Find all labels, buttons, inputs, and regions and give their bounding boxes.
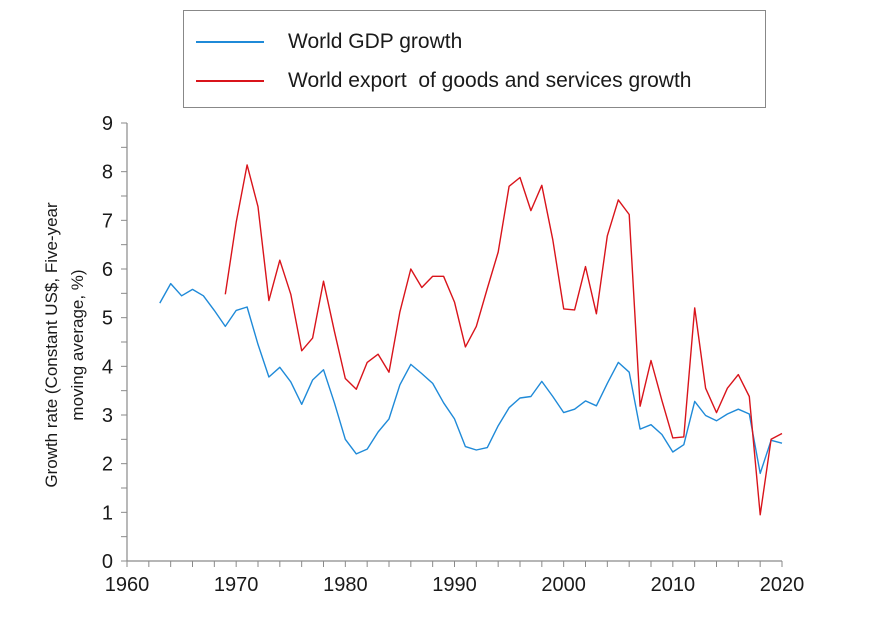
x-tick-label: 2010 bbox=[651, 574, 696, 596]
y-tick-label: 6 bbox=[102, 259, 113, 281]
legend-swatch-export bbox=[196, 80, 264, 82]
axes bbox=[126, 123, 782, 562]
y-tick-label: 4 bbox=[102, 356, 113, 378]
y-tick-label: 3 bbox=[102, 405, 113, 427]
export-growth-line bbox=[224, 164, 783, 516]
chart-legend: World GDP growth World export of goods a… bbox=[183, 10, 766, 108]
legend-swatch-gdp bbox=[196, 41, 264, 43]
y-tick-label: 5 bbox=[102, 308, 113, 330]
series-lines bbox=[159, 164, 783, 516]
y-axis-title-line-1: Growth rate (Constant US$, Five-year bbox=[42, 202, 61, 488]
x-tick-label: 1980 bbox=[323, 574, 368, 596]
y-tick-label: 9 bbox=[102, 113, 113, 135]
x-tick-label: 2000 bbox=[541, 574, 586, 596]
x-tick-label: 1960 bbox=[105, 574, 150, 596]
y-tick-label: 0 bbox=[102, 551, 113, 573]
legend-label-export: World export of goods and services growt… bbox=[288, 69, 692, 92]
y-tick-label: 8 bbox=[102, 162, 113, 184]
y-tick-label: 7 bbox=[102, 210, 113, 232]
ticks: 0 1 2 3 4 5 6 7 8 9 1960 1970 1980 1990 2000 2010 2020 bbox=[102, 113, 804, 596]
legend-item-gdp: World GDP growth bbox=[196, 27, 462, 57]
x-tick-label: 1990 bbox=[432, 574, 477, 596]
x-tick-label: 1970 bbox=[214, 574, 259, 596]
y-tick-label: 1 bbox=[102, 502, 113, 524]
legend-label-gdp: World GDP growth bbox=[288, 30, 463, 53]
x-tick-label: 2020 bbox=[760, 574, 805, 596]
gdp-growth-line bbox=[159, 282, 783, 475]
legend-item-export: World export of goods and services growt… bbox=[196, 66, 691, 96]
y-axis-title-line-2: moving average, %) bbox=[68, 269, 87, 420]
y-tick-label: 2 bbox=[102, 454, 113, 476]
